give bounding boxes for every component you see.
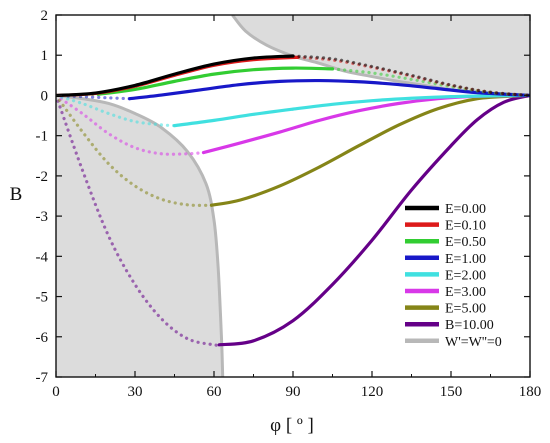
y-axis-title: B (10, 184, 23, 205)
curves (56, 15, 530, 377)
y-tick-label: 1 (41, 48, 49, 64)
x-axis-title: φ [ º ] (270, 415, 314, 436)
x-tick-label: 120 (361, 384, 384, 400)
legend-label-e-0-00: E=0.00 (445, 202, 486, 217)
legend-label-e-0-10: E=0.10 (445, 219, 486, 234)
series-e-3-00-line (201, 93, 530, 155)
y-tick-label: 0 (41, 88, 49, 104)
legend-label-e-1-00: E=1.00 (445, 252, 486, 267)
y-axis: -7 -6 -5 -4 -3 -2 -1 0 1 2 (36, 8, 530, 386)
legend-label-e-5-00: E=5.00 (445, 302, 486, 317)
series-e-0-50-line (96, 66, 335, 96)
series-e-5-00-unstable-segment (56, 93, 213, 207)
x-tick-label: 30 (128, 384, 143, 400)
x-axis: 0 30 60 90 120 150 180 (52, 15, 541, 400)
series-e-2-00-unstable-segment (56, 93, 177, 128)
series-b-10-00-line (217, 93, 530, 347)
x-tick-label: 90 (286, 384, 301, 400)
shaded-regions (56, 15, 530, 377)
legend-label-e-0-50: E=0.50 (445, 235, 486, 250)
series-e-2-00 (56, 93, 530, 128)
x-tick-label: 60 (207, 384, 222, 400)
legend-label-w-w-0: W'=W''=0 (445, 335, 502, 350)
series-b-10-00-unstable-segment (56, 93, 221, 347)
y-tick-label: -6 (36, 330, 49, 346)
series-e-0-00 (56, 54, 530, 98)
shaded-region-upper-right (232, 15, 530, 96)
series-e-5-00-line (209, 93, 530, 207)
y-tick-label: -1 (36, 129, 49, 145)
y-tick-label: -2 (36, 169, 49, 185)
series-e-0-00-unstable-segment (291, 54, 530, 98)
legend-label-b-10-00: B=10.00 (445, 318, 494, 333)
y-tick-label: -4 (36, 249, 49, 265)
legend-label-e-3-00: E=3.00 (445, 285, 486, 300)
y-tick-label: -3 (36, 209, 49, 225)
series-e-1-00-line (128, 78, 530, 101)
legend: E=0.00 E=0.10E=0.50 E=1.00E=2.00 E=3.00 E=5.… (405, 202, 502, 350)
y-tick-label: 2 (41, 8, 49, 24)
x-tick-label: 150 (440, 384, 463, 400)
x-tick-label: 180 (519, 384, 542, 400)
series-b-10-00 (56, 93, 530, 347)
y-tick-label: -7 (36, 370, 49, 386)
legend-label-e-2-00: E=2.00 (445, 268, 486, 283)
boundary-curve-lower (56, 93, 225, 377)
y-tick-label: -5 (36, 290, 49, 306)
series-e-0-50-unstable-segment (330, 67, 530, 98)
shaded-region-lower-left (56, 95, 223, 377)
x-tick-label: 0 (52, 384, 60, 400)
series-e-0-00-line (56, 54, 295, 98)
series-e-0-10-line (56, 55, 300, 98)
series-e-3-00-unstable-segment (56, 93, 206, 156)
series-e-2-00-line (172, 93, 530, 128)
